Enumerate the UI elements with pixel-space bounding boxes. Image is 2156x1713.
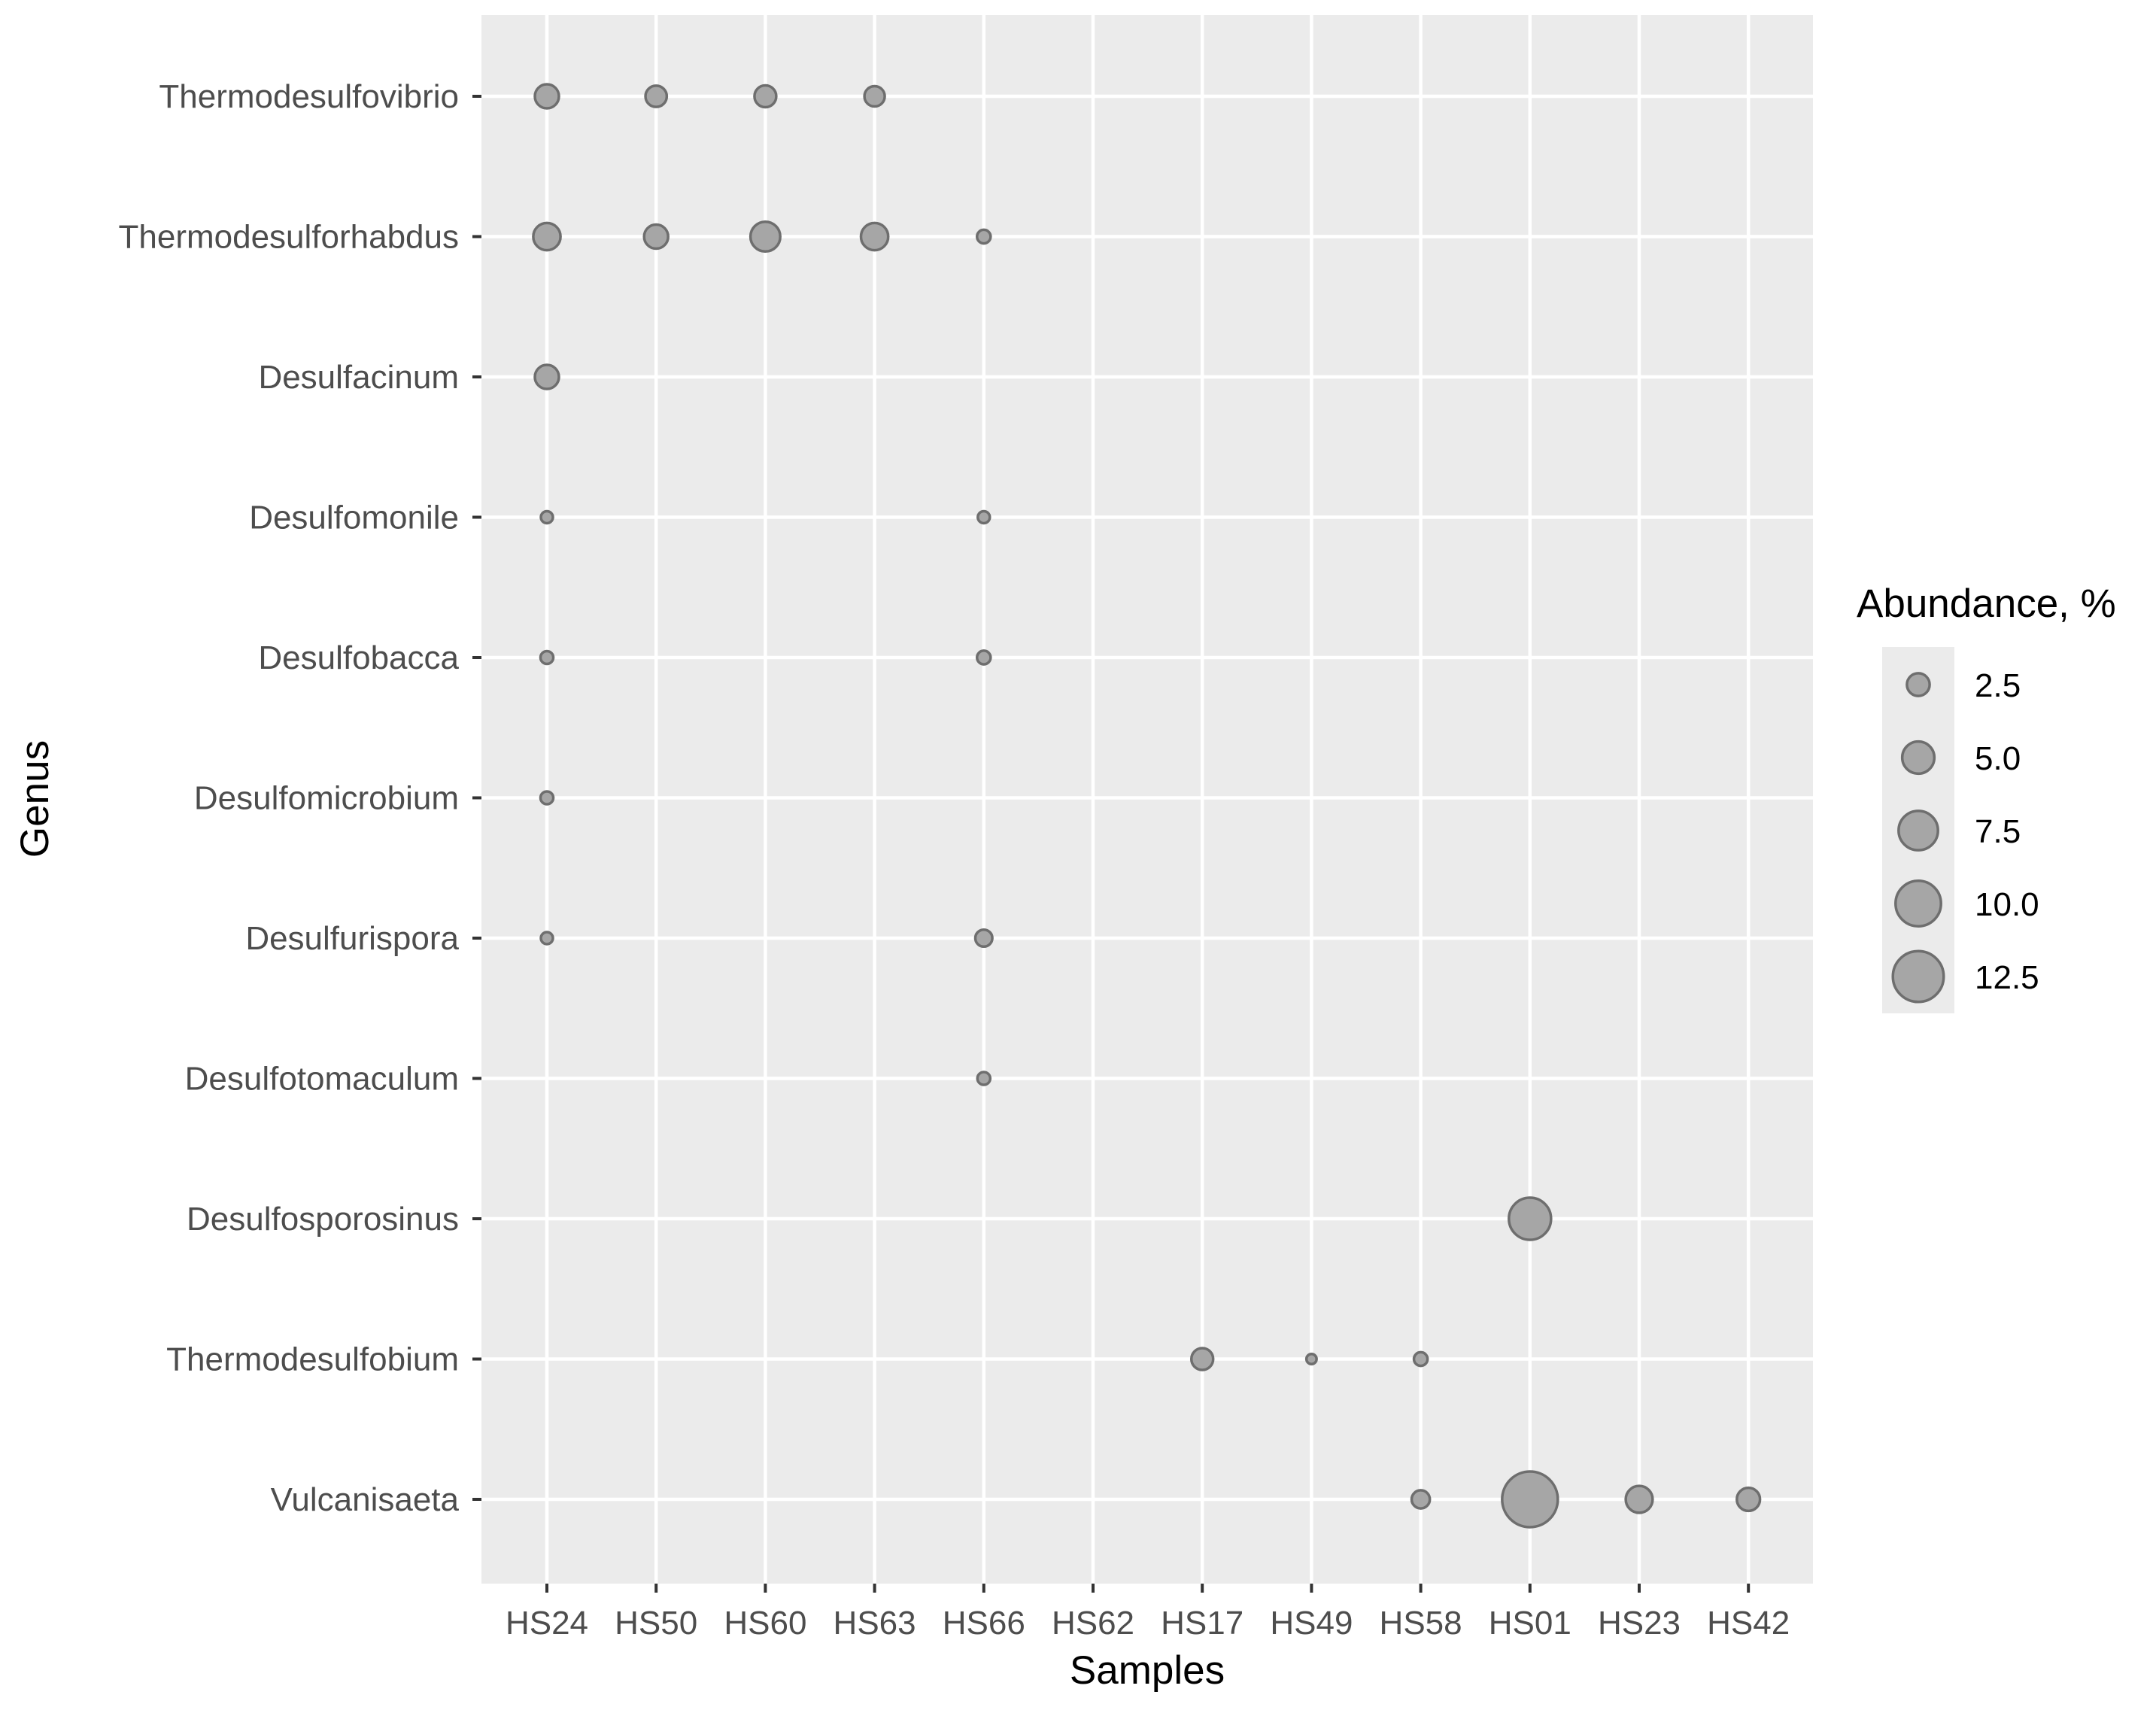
data-point [1735,1486,1762,1513]
data-point [1304,1352,1318,1366]
y-tick-label: Desulfacinum [258,359,459,396]
legend-items: 2.5 5.0 7.5 10.0 12.5 [1891,667,2039,1004]
x-tick-label: HS23 [1598,1605,1681,1642]
x-tick-label: HS60 [724,1605,806,1642]
legend-label: 5.0 [1975,740,2021,777]
data-point [975,228,992,245]
x-tick-label: HS01 [1489,1605,1571,1642]
data-point [644,84,669,108]
legend-label: 7.5 [1975,813,2021,850]
y-tick-label: Desulfurispora [245,920,459,957]
legend-key-circle [1900,740,1936,776]
size-legend: Abundance, % 2.5 5.0 7.5 10.0 12.5 [1857,582,2116,1013]
x-axis: HS24 HS50 HS60 HS63 HS66 HS62 HS17 HS49 HS58 HS01… [506,1584,1790,1642]
x-tick-label: HS58 [1380,1605,1462,1642]
legend-key-circle [1891,949,1945,1004]
x-tick-label: HS17 [1161,1605,1243,1642]
data-point [533,363,560,390]
data-point [1501,1470,1559,1529]
data-point [973,928,994,949]
data-point [539,790,555,806]
y-axis-title: Genus [13,740,57,858]
data-point [533,83,560,110]
data-points [532,83,1762,1529]
data-point [859,221,890,252]
x-tick-label: HS63 [834,1605,916,1642]
data-point [539,509,554,525]
data-point [1624,1484,1654,1514]
legend-key-circle [1894,879,1942,928]
legend-key-circle [1897,809,1939,852]
y-tick-label: Desulfobacca [258,639,459,676]
data-point [539,649,555,666]
legend-label: 2.5 [1975,667,2021,704]
data-point [976,1071,992,1086]
data-point [539,931,554,946]
y-tick-label: Desulfotomaculum [185,1061,459,1098]
data-point [1508,1196,1553,1241]
y-tick-label: Thermodesulfobium [166,1341,459,1378]
legend-title: Abundance, % [1857,582,2116,626]
data-point [863,84,886,108]
legend-label: 10.0 [1975,886,2039,923]
x-tick-label: HS24 [506,1605,588,1642]
data-point [532,221,562,252]
y-tick-label: Vulcanisaeta [271,1481,460,1518]
x-axis-title: Samples [1070,1648,1225,1693]
y-tick-label: Thermodesulforhabdus [119,219,459,256]
x-tick-label: HS50 [615,1605,697,1642]
x-tick-label: HS62 [1052,1605,1134,1642]
y-tick-label: Desulfomicrobium [194,780,459,817]
data-point [753,84,778,109]
data-point [1412,1350,1429,1368]
data-point [642,223,670,251]
y-axis: Thermodesulfovibrio Thermodesulforhabdus D… [119,78,481,1518]
data-point [975,649,992,666]
data-point [1189,1347,1215,1371]
data-point [1410,1489,1432,1510]
x-tick-label: HS49 [1270,1605,1353,1642]
data-point [976,509,991,525]
x-tick-label: HS42 [1707,1605,1790,1642]
y-tick-label: Thermodesulfovibrio [159,78,459,115]
legend-label: 12.5 [1975,959,2039,996]
y-tick-label: Desulfosporosinus [187,1201,459,1238]
grid-lines [481,15,1813,1584]
legend-key-circle [1905,672,1931,697]
y-tick-label: Desulfomonile [249,500,459,536]
data-point [749,220,782,254]
x-tick-label: HS66 [943,1605,1025,1642]
